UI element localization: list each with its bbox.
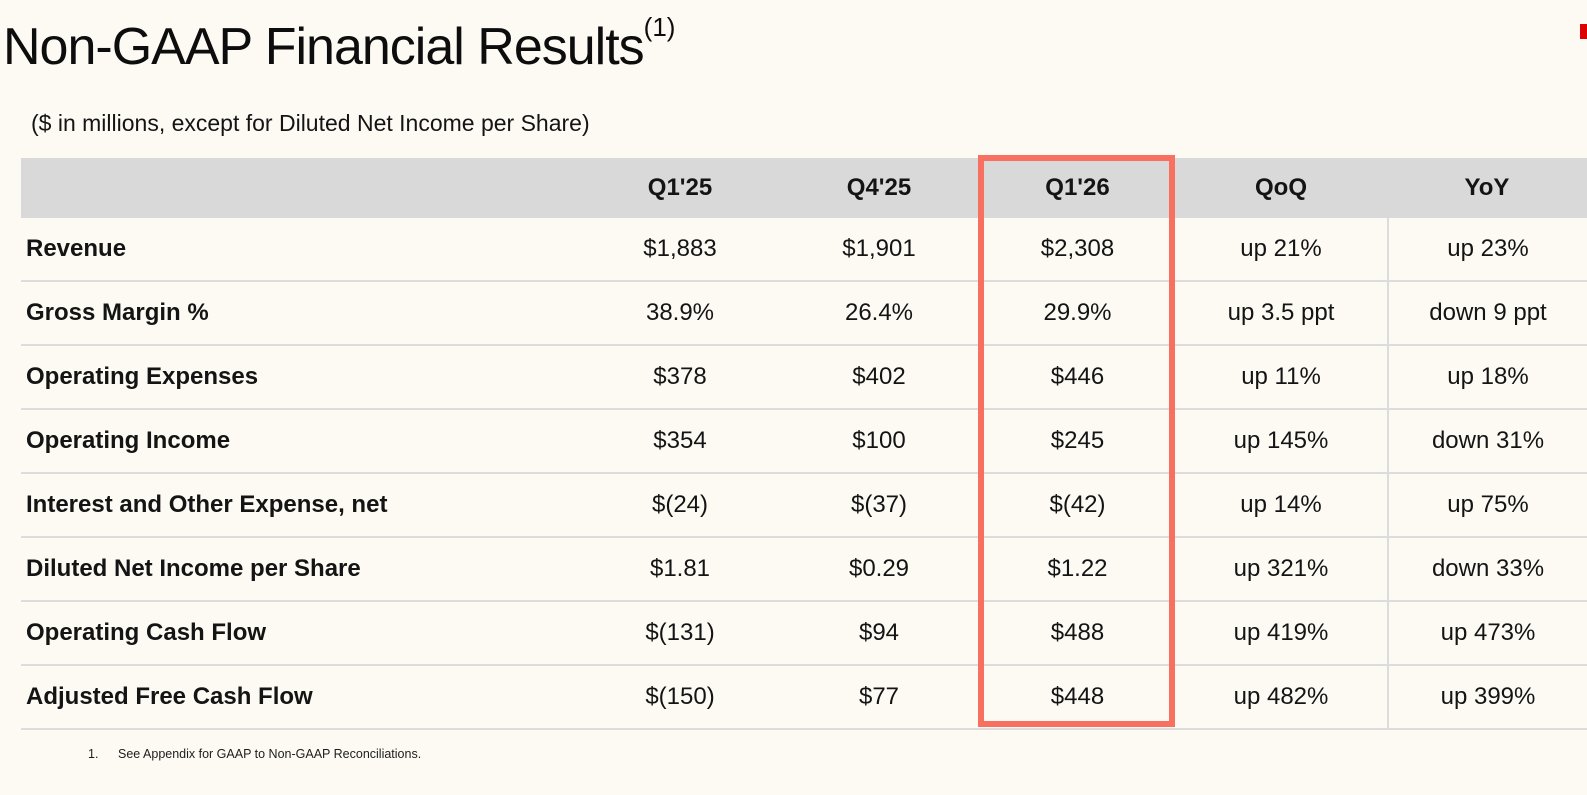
- financial-results-table: Q1'25 Q4'25 Q1'26 QoQ YoY Revenue $1,883…: [21, 155, 1587, 730]
- header-cell-q4-25: Q4'25: [778, 158, 980, 218]
- cell-operating-cash-flow-qoq: up 419%: [1175, 602, 1387, 666]
- cell-operating-expenses-q4-25: $402: [778, 346, 980, 410]
- header-cell-yoy: YoY: [1387, 158, 1587, 218]
- cell-interest-other-expense-q4-25: $(37): [778, 474, 980, 538]
- title-footnote-marker: (1): [643, 12, 676, 42]
- cell-operating-income-q1-25: $354: [582, 410, 778, 474]
- cell-adjusted-fcf-q1-26: $448: [980, 666, 1175, 730]
- cell-revenue-q1-25: $1,883: [582, 218, 778, 282]
- header-cell-q1-25: Q1'25: [582, 158, 778, 218]
- header-cell-empty: [21, 158, 582, 218]
- cell-operating-cash-flow-q1-26: $488: [980, 602, 1175, 666]
- row-label-interest-other-expense: Interest and Other Expense, net: [21, 474, 582, 538]
- footnote-text: See Appendix for GAAP to Non-GAAP Reconc…: [118, 747, 422, 761]
- row-label-operating-income: Operating Income: [21, 410, 582, 474]
- cell-revenue-q1-26: $2,308: [980, 218, 1175, 282]
- page-title: Non-GAAP Financial Results(1): [3, 12, 675, 77]
- subtitle: ($ in millions, except for Diluted Net I…: [31, 110, 590, 136]
- cell-revenue-q4-25: $1,901: [778, 218, 980, 282]
- cell-adjusted-fcf-qoq: up 482%: [1175, 666, 1387, 730]
- cell-diluted-eps-q4-25: $0.29: [778, 538, 980, 602]
- cell-interest-other-expense-yoy: up 75%: [1387, 474, 1587, 538]
- cell-gross-margin-q4-25: 26.4%: [778, 282, 980, 346]
- header-cell-q1-26: Q1'26: [980, 158, 1175, 218]
- cell-operating-income-q1-26: $245: [980, 410, 1175, 474]
- cell-operating-expenses-qoq: up 11%: [1175, 346, 1387, 410]
- cell-gross-margin-qoq: up 3.5 ppt: [1175, 282, 1387, 346]
- cell-interest-other-expense-qoq: up 14%: [1175, 474, 1387, 538]
- row-label-diluted-eps: Diluted Net Income per Share: [21, 538, 582, 602]
- row-label-operating-expenses: Operating Expenses: [21, 346, 582, 410]
- cell-diluted-eps-qoq: up 321%: [1175, 538, 1387, 602]
- row-label-revenue: Revenue: [21, 218, 582, 282]
- cell-operating-income-yoy: down 31%: [1387, 410, 1587, 474]
- corner-accent-mark: [1580, 24, 1587, 39]
- cell-revenue-qoq: up 21%: [1175, 218, 1387, 282]
- footnote-number: 1.: [88, 747, 99, 761]
- cell-operating-cash-flow-q1-25: $(131): [582, 602, 778, 666]
- cell-gross-margin-yoy: down 9 ppt: [1387, 282, 1587, 346]
- cell-adjusted-fcf-yoy: up 399%: [1387, 666, 1587, 730]
- cell-interest-other-expense-q1-26: $(42): [980, 474, 1175, 538]
- cell-operating-cash-flow-yoy: up 473%: [1387, 602, 1587, 666]
- cell-gross-margin-q1-26: 29.9%: [980, 282, 1175, 346]
- cell-operating-cash-flow-q4-25: $94: [778, 602, 980, 666]
- row-label-operating-cash-flow: Operating Cash Flow: [21, 602, 582, 666]
- row-label-gross-margin: Gross Margin %: [21, 282, 582, 346]
- cell-operating-expenses-yoy: up 18%: [1387, 346, 1587, 410]
- cell-diluted-eps-q1-26: $1.22: [980, 538, 1175, 602]
- cell-adjusted-fcf-q1-25: $(150): [582, 666, 778, 730]
- footnote: 1. See Appendix for GAAP to Non-GAAP Rec…: [88, 747, 421, 761]
- cell-operating-expenses-q1-26: $446: [980, 346, 1175, 410]
- cell-operating-expenses-q1-25: $378: [582, 346, 778, 410]
- cell-interest-other-expense-q1-25: $(24): [582, 474, 778, 538]
- row-label-adjusted-fcf: Adjusted Free Cash Flow: [21, 666, 582, 730]
- page-title-text: Non-GAAP Financial Results: [3, 18, 645, 76]
- cell-operating-income-qoq: up 145%: [1175, 410, 1387, 474]
- cell-adjusted-fcf-q4-25: $77: [778, 666, 980, 730]
- cell-operating-income-q4-25: $100: [778, 410, 980, 474]
- cell-diluted-eps-yoy: down 33%: [1387, 538, 1587, 602]
- cell-revenue-yoy: up 23%: [1387, 218, 1587, 282]
- cell-diluted-eps-q1-25: $1.81: [582, 538, 778, 602]
- cell-gross-margin-q1-25: 38.9%: [582, 282, 778, 346]
- header-cell-qoq: QoQ: [1175, 158, 1387, 218]
